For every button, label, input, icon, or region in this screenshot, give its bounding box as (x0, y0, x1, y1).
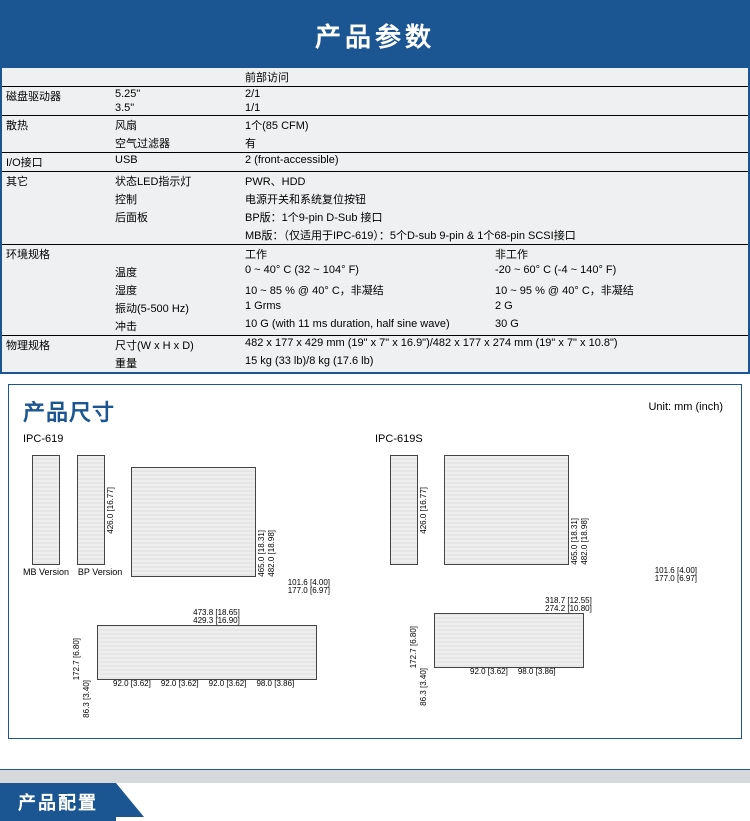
shock-work: 10 G (with 11 ms duration, half sine wav… (241, 317, 491, 336)
temp-nonwork: -20 ~ 60° C (-4 ~ 140° F) (491, 263, 749, 281)
a-sh2: 86.3 [3.40] (83, 680, 91, 718)
usb-label: USB (111, 153, 241, 172)
dim-val: 482 x 177 x 429 mm (19" x 7" x 16.9")/48… (241, 336, 749, 355)
disk-35-val: 1/1 (241, 101, 749, 116)
config-divider (0, 769, 750, 783)
cat-misc: 其它 (1, 172, 111, 245)
led-label: 状态LED指示灯 (111, 172, 241, 191)
disk-35: 3.5" (111, 101, 241, 116)
cat-disk: 磁盘驱动器 (1, 87, 111, 116)
a-g2: 92.0 [3.62] (161, 680, 199, 688)
b-h1: 426.0 [16.77] (420, 487, 428, 534)
led-val: PWR、HDD (241, 172, 749, 191)
hum-label: 湿度 (111, 281, 241, 299)
filter-val: 有 (241, 134, 749, 153)
b-h3: 482.0 [18.98] (581, 518, 589, 565)
fan-val: 1个(85 CFM) (241, 116, 749, 135)
diagram-ipc619: MB Version 426.0 [16.77] BP Version 465.… (23, 455, 360, 718)
ctrl-val: 电源开关和系统复位按钮 (241, 190, 749, 208)
a-topw2: 429.3 [16.90] (73, 617, 360, 625)
b-g3: 92.0 [3.62] (470, 668, 508, 676)
a-w2: 177.0 [6.97] (288, 587, 330, 595)
col-nonwork: 非工作 (491, 245, 749, 264)
cat-env: 环境规格 (1, 245, 111, 336)
a-g3: 92.0 [3.62] (209, 680, 247, 688)
a-g4: 98.0 [3.86] (256, 680, 294, 688)
dimensions-panel: 产品尺寸 Unit: mm (inch) IPC-619 IPC-619S MB… (8, 384, 742, 739)
model-a-label: IPC-619 (23, 433, 375, 445)
front-access-label: 前部访问 (241, 68, 749, 87)
b-sh2: 86.3 [3.40] (420, 668, 428, 706)
b-g4: 98.0 [3.86] (518, 668, 556, 676)
cat-io: I/O接口 (1, 153, 111, 172)
rear-mb: MB版：（仅适用于IPC-619）：5个D-sub 9-pin & 1个68-p… (241, 226, 749, 245)
mb-caption: MB Version (23, 567, 69, 577)
b-sh1: 172.7 [6.80] (410, 626, 418, 668)
a-h1: 426.0 [16.77] (107, 487, 115, 534)
b-topw2: 274.2 [10.80] (410, 605, 727, 613)
hum-work: 10 ~ 85 % @ 40° C，非凝结 (241, 281, 491, 299)
vib-nonwork: 2 G (491, 299, 749, 317)
cat-phys: 物理规格 (1, 336, 111, 374)
disk-525-val: 2/1 (241, 87, 749, 102)
temp-label: 温度 (111, 263, 241, 281)
rear-label: 后面板 (111, 208, 241, 245)
wt-val: 15 kg (33 lb)/8 kg (17.6 lb) (241, 354, 749, 373)
a-g1: 92.0 [3.62] (113, 680, 151, 688)
ctrl-label: 控制 (111, 190, 241, 208)
shock-nonwork: 30 G (491, 317, 749, 336)
wt-label: 重量 (111, 354, 241, 373)
dim-label: 尺寸(W x H x D) (111, 336, 241, 355)
a-h2: 465.0 [18.31] (258, 530, 266, 577)
a-h3: 482.0 [18.98] (268, 530, 276, 577)
b-w2: 177.0 [6.97] (655, 575, 697, 583)
disk-525: 5.25" (111, 87, 241, 102)
temp-work: 0 ~ 40° C (32 ~ 104° F) (241, 263, 491, 281)
config-title: 产品配置 (0, 783, 116, 821)
filter-label: 空气过滤器 (111, 134, 241, 153)
spec-header: 产品参数 (0, 0, 750, 68)
fan-label: 风扇 (111, 116, 241, 135)
cat-cooling: 散热 (1, 116, 111, 153)
usb-val: 2 (front-accessible) (241, 153, 749, 172)
hum-nonwork: 10 ~ 95 % @ 40° C，非凝结 (491, 281, 749, 299)
shock-label: 冲击 (111, 317, 241, 336)
diagram-ipc619s: 426.0 [16.77] 465.0 [18.31] 482.0 [18.98… (390, 455, 727, 718)
model-b-label: IPC-619S (375, 433, 727, 445)
dim-unit: Unit: mm (inch) (648, 401, 723, 413)
vib-work: 1 Grms (241, 299, 491, 317)
spec-table: 前部访问 磁盘驱动器 5.25" 2/1 3.5" 1/1 散热 风扇 1个(8… (0, 68, 750, 374)
a-sh1: 172.7 [6.80] (73, 638, 81, 680)
b-h2: 465.0 [18.31] (571, 518, 579, 565)
vib-label: 振动(5-500 Hz) (111, 299, 241, 317)
bp-caption: BP Version (78, 567, 122, 577)
rear-bp: BP版：1个9-pin D-Sub 接口 (241, 208, 749, 226)
col-work: 工作 (241, 245, 491, 264)
dim-title: 产品尺寸 (23, 395, 727, 427)
